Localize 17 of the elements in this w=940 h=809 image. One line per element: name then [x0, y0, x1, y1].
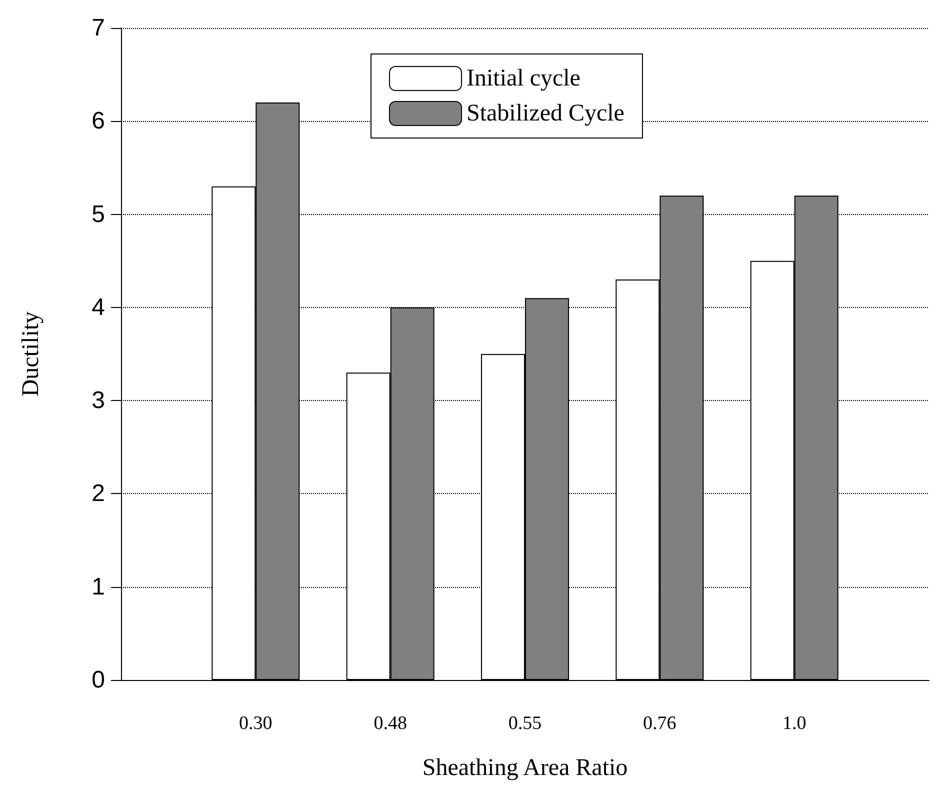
y-tick-label: 7: [92, 14, 105, 42]
y-axis-title: Ductility: [18, 311, 44, 397]
x-tick-label: 0.76: [643, 713, 676, 734]
x-axis-title: Sheathing Area Ratio: [422, 755, 628, 781]
y-tick-label: 6: [92, 108, 105, 135]
y-tick-label: 4: [92, 294, 105, 321]
y-tick-label: 3: [92, 387, 105, 414]
y-tick-label: 2: [92, 480, 105, 508]
y-tick-label: 5: [92, 200, 105, 228]
y-tick-label: 0: [92, 666, 105, 694]
x-tick-label: 0.30: [239, 713, 272, 734]
x-tick-label: 1.0: [782, 713, 806, 734]
x-tick-label: 0.55: [508, 713, 542, 734]
y-tick-label: 1: [92, 573, 105, 600]
legend-label: Initial cycle: [466, 66, 580, 92]
legend-label: Stabilized Cycle: [466, 100, 624, 126]
x-tick-label: 0.48: [374, 713, 407, 734]
